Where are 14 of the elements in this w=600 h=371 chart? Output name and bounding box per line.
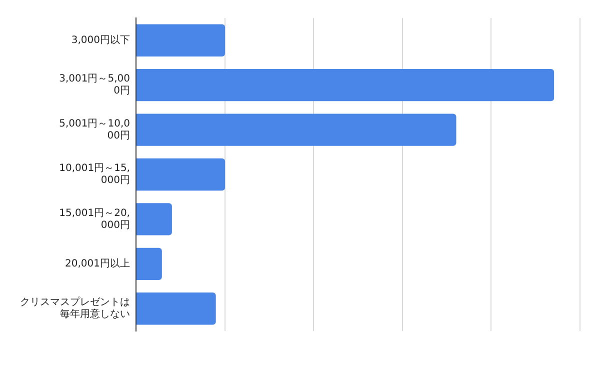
y-tick-label: 3,000円以下 xyxy=(71,34,130,46)
y-tick-label: 3,001円～5,000円 xyxy=(59,74,130,97)
bar xyxy=(136,24,226,56)
bar xyxy=(136,158,226,191)
bar xyxy=(136,114,456,146)
y-tick-label: クリスマスプレゼントは毎年用意しない xyxy=(20,296,130,320)
bar xyxy=(136,292,216,325)
bar xyxy=(136,248,162,280)
y-tick-label: 5,001円～10,000円 xyxy=(59,118,130,142)
y-tick-label: 20,001円以上 xyxy=(65,258,130,270)
bar xyxy=(136,203,172,236)
y-tick-label: 10,001円～15,000円 xyxy=(59,163,130,186)
bar xyxy=(136,68,554,102)
y-tick-label: 15,001円～20,000円 xyxy=(59,208,130,231)
